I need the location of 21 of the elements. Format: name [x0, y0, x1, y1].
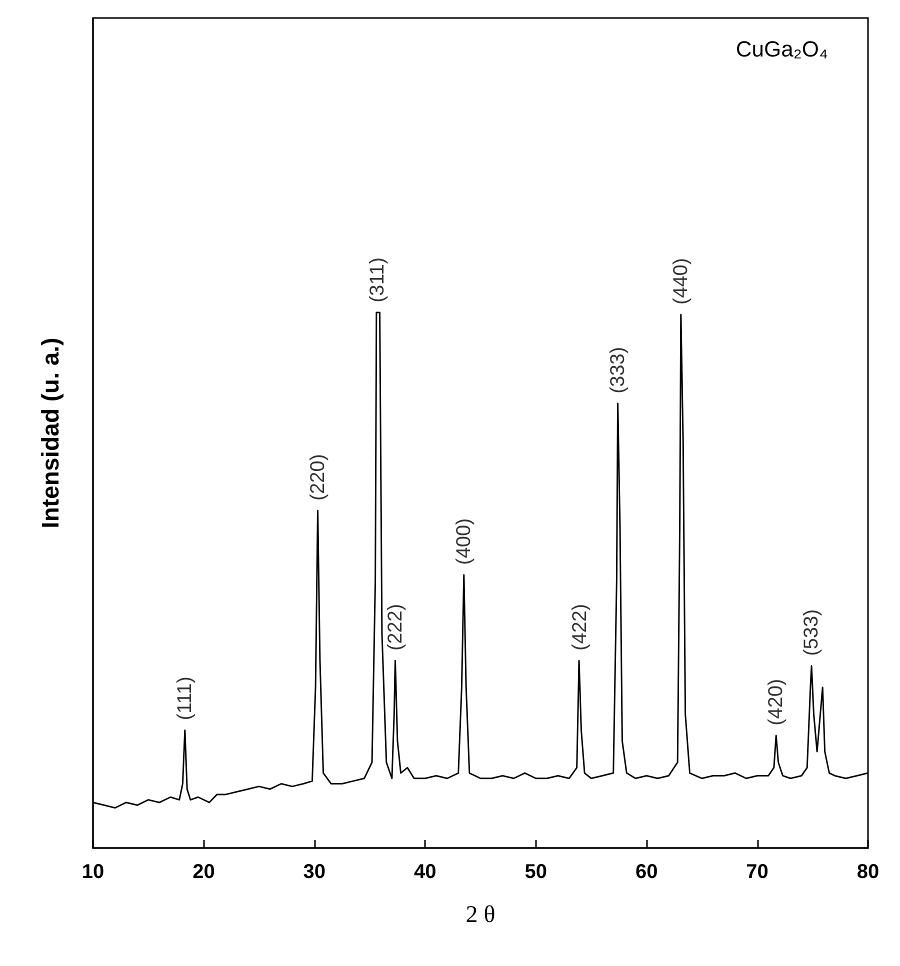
x-tick-label: 40 [414, 861, 436, 883]
annotation: (220) [306, 454, 329, 501]
x-tick-label: 20 [192, 861, 215, 883]
x-tick-label: 10 [82, 861, 104, 883]
annotation: (400) [452, 518, 475, 565]
text: CuGa₂O₄ [736, 36, 828, 62]
annotation: (111) [174, 676, 196, 720]
y-axis-title: Intensidad (u. a.) [38, 338, 64, 528]
annotation: (420) [765, 678, 788, 726]
annotation: (333) [606, 346, 629, 394]
x-tick-label: 30 [303, 861, 326, 883]
annotation: (311) [366, 257, 389, 303]
x-tick-label: 80 [856, 861, 880, 883]
x-tick-label: 60 [635, 861, 658, 883]
annotation: (422) [569, 604, 592, 651]
annotation: (533) [800, 609, 823, 656]
x-axis-title: 2 θ [466, 902, 496, 928]
annotation: (440) [670, 258, 692, 305]
x-tick-label: 70 [746, 861, 768, 883]
x-tick-label: 50 [524, 861, 547, 883]
annotation: (222) [384, 604, 406, 651]
